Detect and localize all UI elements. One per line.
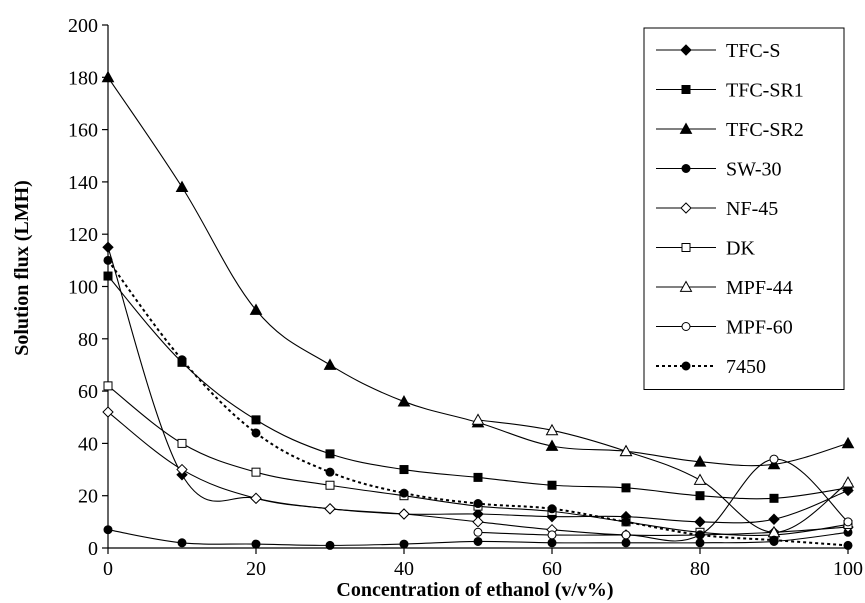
y-tick-label: 200 <box>68 15 98 37</box>
x-tick-label: 60 <box>542 558 562 580</box>
data-point-tfc-sr2 <box>177 182 188 192</box>
x-tick-label: 40 <box>394 558 414 580</box>
legend-label-nf-45: NF-45 <box>726 198 778 220</box>
data-point-mpf-60 <box>844 518 852 526</box>
data-point-sw-30 <box>104 526 112 534</box>
data-point-tfc-sr2 <box>843 438 854 448</box>
data-point-nf-45 <box>251 493 261 503</box>
x-tick-label: 0 <box>103 558 113 580</box>
data-point-tfc-sr1 <box>474 473 482 481</box>
legend-label-7450: 7450 <box>726 356 766 378</box>
data-point-tfc-s <box>769 514 779 524</box>
legend-label-dk: DK <box>726 238 755 260</box>
data-point-dk <box>104 382 112 390</box>
data-point-tfc-sr1 <box>770 494 778 502</box>
data-point-7450 <box>326 468 334 476</box>
data-point-nf-45 <box>473 517 483 527</box>
legend-label-mpf-60: MPF-60 <box>726 317 793 339</box>
data-point-7450 <box>548 505 556 513</box>
legend-marker-sw-30 <box>682 165 690 173</box>
y-tick-label: 100 <box>68 277 98 299</box>
data-point-tfc-sr2 <box>399 396 410 406</box>
data-point-tfc-sr1 <box>326 450 334 458</box>
data-point-7450 <box>770 536 778 544</box>
data-point-dk <box>252 468 260 476</box>
data-point-mpf-60 <box>770 455 778 463</box>
data-point-mpf-44 <box>843 477 854 487</box>
data-point-tfc-sr1 <box>622 484 630 492</box>
x-tick-label: 20 <box>246 558 266 580</box>
y-tick-label: 120 <box>68 224 98 246</box>
data-point-sw-30 <box>178 539 186 547</box>
x-axis-title: Concentration of ethanol (v/v%) <box>336 579 613 601</box>
data-point-tfc-s <box>695 517 705 527</box>
data-point-tfc-s <box>103 242 113 252</box>
data-point-mpf-44 <box>695 475 706 485</box>
data-point-dk <box>326 481 334 489</box>
data-point-tfc-sr2 <box>325 359 336 369</box>
data-point-7450 <box>622 518 630 526</box>
data-point-tfc-sr1 <box>400 466 408 474</box>
data-point-tfc-sr1 <box>548 481 556 489</box>
legend: TFC-S TFC-SR1 TFC-SR2 SW-30 NF-45 DK MPF-44 MPF… <box>644 28 844 390</box>
y-tick-label: 20 <box>78 486 98 508</box>
legend-label-mpf-44: MPF-44 <box>726 277 793 299</box>
data-point-7450 <box>400 489 408 497</box>
y-tick-label: 140 <box>68 172 98 194</box>
data-point-7450 <box>178 356 186 364</box>
x-tick-label: 100 <box>833 558 863 580</box>
data-point-nf-45 <box>399 509 409 519</box>
data-point-sw-30 <box>474 537 482 545</box>
data-point-sw-30 <box>400 540 408 548</box>
series-line-mpf-60 <box>478 459 848 541</box>
data-point-mpf-60 <box>474 528 482 536</box>
legend-label-tfc-sr1: TFC-SR1 <box>726 80 804 102</box>
data-point-7450 <box>844 541 852 549</box>
legend-label-sw-30: SW-30 <box>726 159 782 181</box>
data-point-nf-45 <box>325 504 335 514</box>
legend-marker-7450 <box>682 362 690 370</box>
y-tick-label: 0 <box>88 538 98 560</box>
y-tick-label: 40 <box>78 433 98 455</box>
data-point-tfc-sr1 <box>696 492 704 500</box>
data-point-mpf-60 <box>622 531 630 539</box>
legend-marker-mpf-60 <box>682 323 690 331</box>
legend-label-tfc-s: TFC-S <box>726 40 780 62</box>
y-tick-label: 80 <box>78 329 98 351</box>
legend-label-tfc-sr2: TFC-SR2 <box>726 119 804 141</box>
y-tick-label: 60 <box>78 381 98 403</box>
y-tick-label: 160 <box>68 120 98 142</box>
legend-marker-dk <box>682 244 690 252</box>
data-point-dk <box>178 439 186 447</box>
data-point-mpf-44 <box>473 414 484 424</box>
data-point-sw-30 <box>252 540 260 548</box>
data-point-sw-30 <box>548 539 556 547</box>
data-point-7450 <box>104 256 112 264</box>
data-point-7450 <box>252 429 260 437</box>
x-tick-label: 80 <box>690 558 710 580</box>
data-point-tfc-sr1 <box>104 272 112 280</box>
data-point-tfc-sr1 <box>252 416 260 424</box>
series-line-mpf-44 <box>478 420 848 532</box>
data-point-7450 <box>474 500 482 508</box>
y-tick-label: 180 <box>68 67 98 89</box>
data-point-mpf-60 <box>548 531 556 539</box>
legend-marker-tfc-sr1 <box>682 86 690 94</box>
y-axis-title: Solution flux (LMH) <box>11 180 33 356</box>
data-point-7450 <box>696 531 704 539</box>
data-point-sw-30 <box>326 541 334 549</box>
series-mpf-44 <box>473 414 854 536</box>
